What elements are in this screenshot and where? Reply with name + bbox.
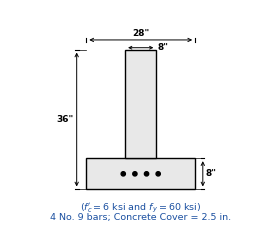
Text: $(f_c' = 6\ \mathrm{ksi\ and}\ f_y = 60\ \mathrm{ksi})$: $(f_c' = 6\ \mathrm{ksi\ and}\ f_y = 60\… [80,202,201,215]
Text: 28": 28" [132,29,149,38]
Text: 8": 8" [158,43,168,52]
Bar [125,50,156,158]
Bar [87,158,195,189]
Circle shape [156,172,160,176]
Text: 36": 36" [56,115,74,124]
Text: 8": 8" [205,169,216,178]
Circle shape [144,172,149,176]
Circle shape [121,172,125,176]
Text: 4 No. 9 bars; Concrete Cover = 2.5 in.: 4 No. 9 bars; Concrete Cover = 2.5 in. [50,213,231,222]
Circle shape [133,172,137,176]
